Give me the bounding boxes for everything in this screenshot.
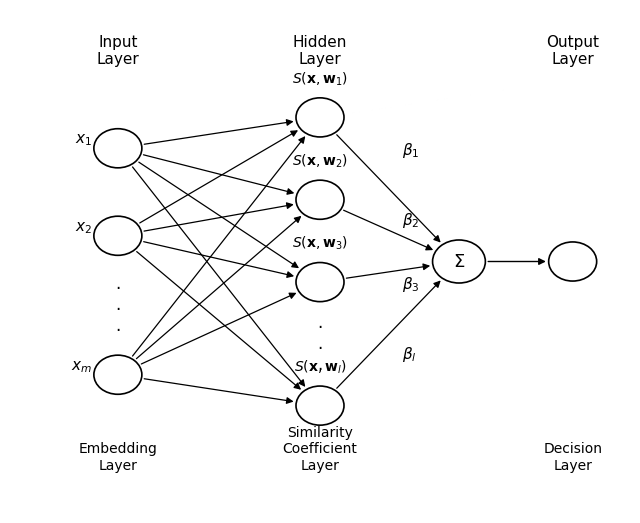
Text: $S(\mathbf{x},\mathbf{w}_2)$: $S(\mathbf{x},\mathbf{w}_2)$: [292, 153, 348, 170]
Text: $\beta_1$: $\beta_1$: [402, 141, 420, 161]
Text: Hidden
Layer: Hidden Layer: [293, 35, 347, 67]
Circle shape: [296, 180, 344, 219]
Text: Similarity
Coefficient
Layer: Similarity Coefficient Layer: [283, 426, 357, 472]
Text: $\beta_3$: $\beta_3$: [402, 275, 420, 294]
Circle shape: [296, 98, 344, 137]
Circle shape: [548, 242, 596, 281]
Text: $x_1$: $x_1$: [74, 132, 92, 149]
Text: Output
Layer: Output Layer: [546, 35, 599, 67]
Text: .
.
.: . . .: [115, 276, 120, 335]
Text: $\beta_l$: $\beta_l$: [402, 345, 417, 363]
Text: $\beta_2$: $\beta_2$: [402, 211, 420, 230]
Text: .
.
.: . . .: [317, 314, 323, 373]
Text: $S(\mathbf{x},\mathbf{w}_l)$: $S(\mathbf{x},\mathbf{w}_l)$: [294, 358, 346, 376]
Circle shape: [296, 263, 344, 302]
Circle shape: [94, 216, 142, 255]
Circle shape: [296, 386, 344, 425]
Text: $S(\mathbf{x},\mathbf{w}_1)$: $S(\mathbf{x},\mathbf{w}_1)$: [292, 70, 348, 87]
Circle shape: [433, 240, 485, 283]
Text: Input
Layer: Input Layer: [97, 35, 140, 67]
Text: $x_2$: $x_2$: [75, 220, 92, 236]
Text: Decision
Layer: Decision Layer: [543, 442, 602, 472]
Text: $S(\mathbf{x},\mathbf{w}_3)$: $S(\mathbf{x},\mathbf{w}_3)$: [292, 235, 348, 252]
Circle shape: [94, 355, 142, 394]
Text: $\Sigma$: $\Sigma$: [453, 253, 465, 270]
Text: $x_m$: $x_m$: [70, 359, 92, 374]
Circle shape: [94, 129, 142, 168]
Text: Embedding
Layer: Embedding Layer: [79, 442, 157, 472]
